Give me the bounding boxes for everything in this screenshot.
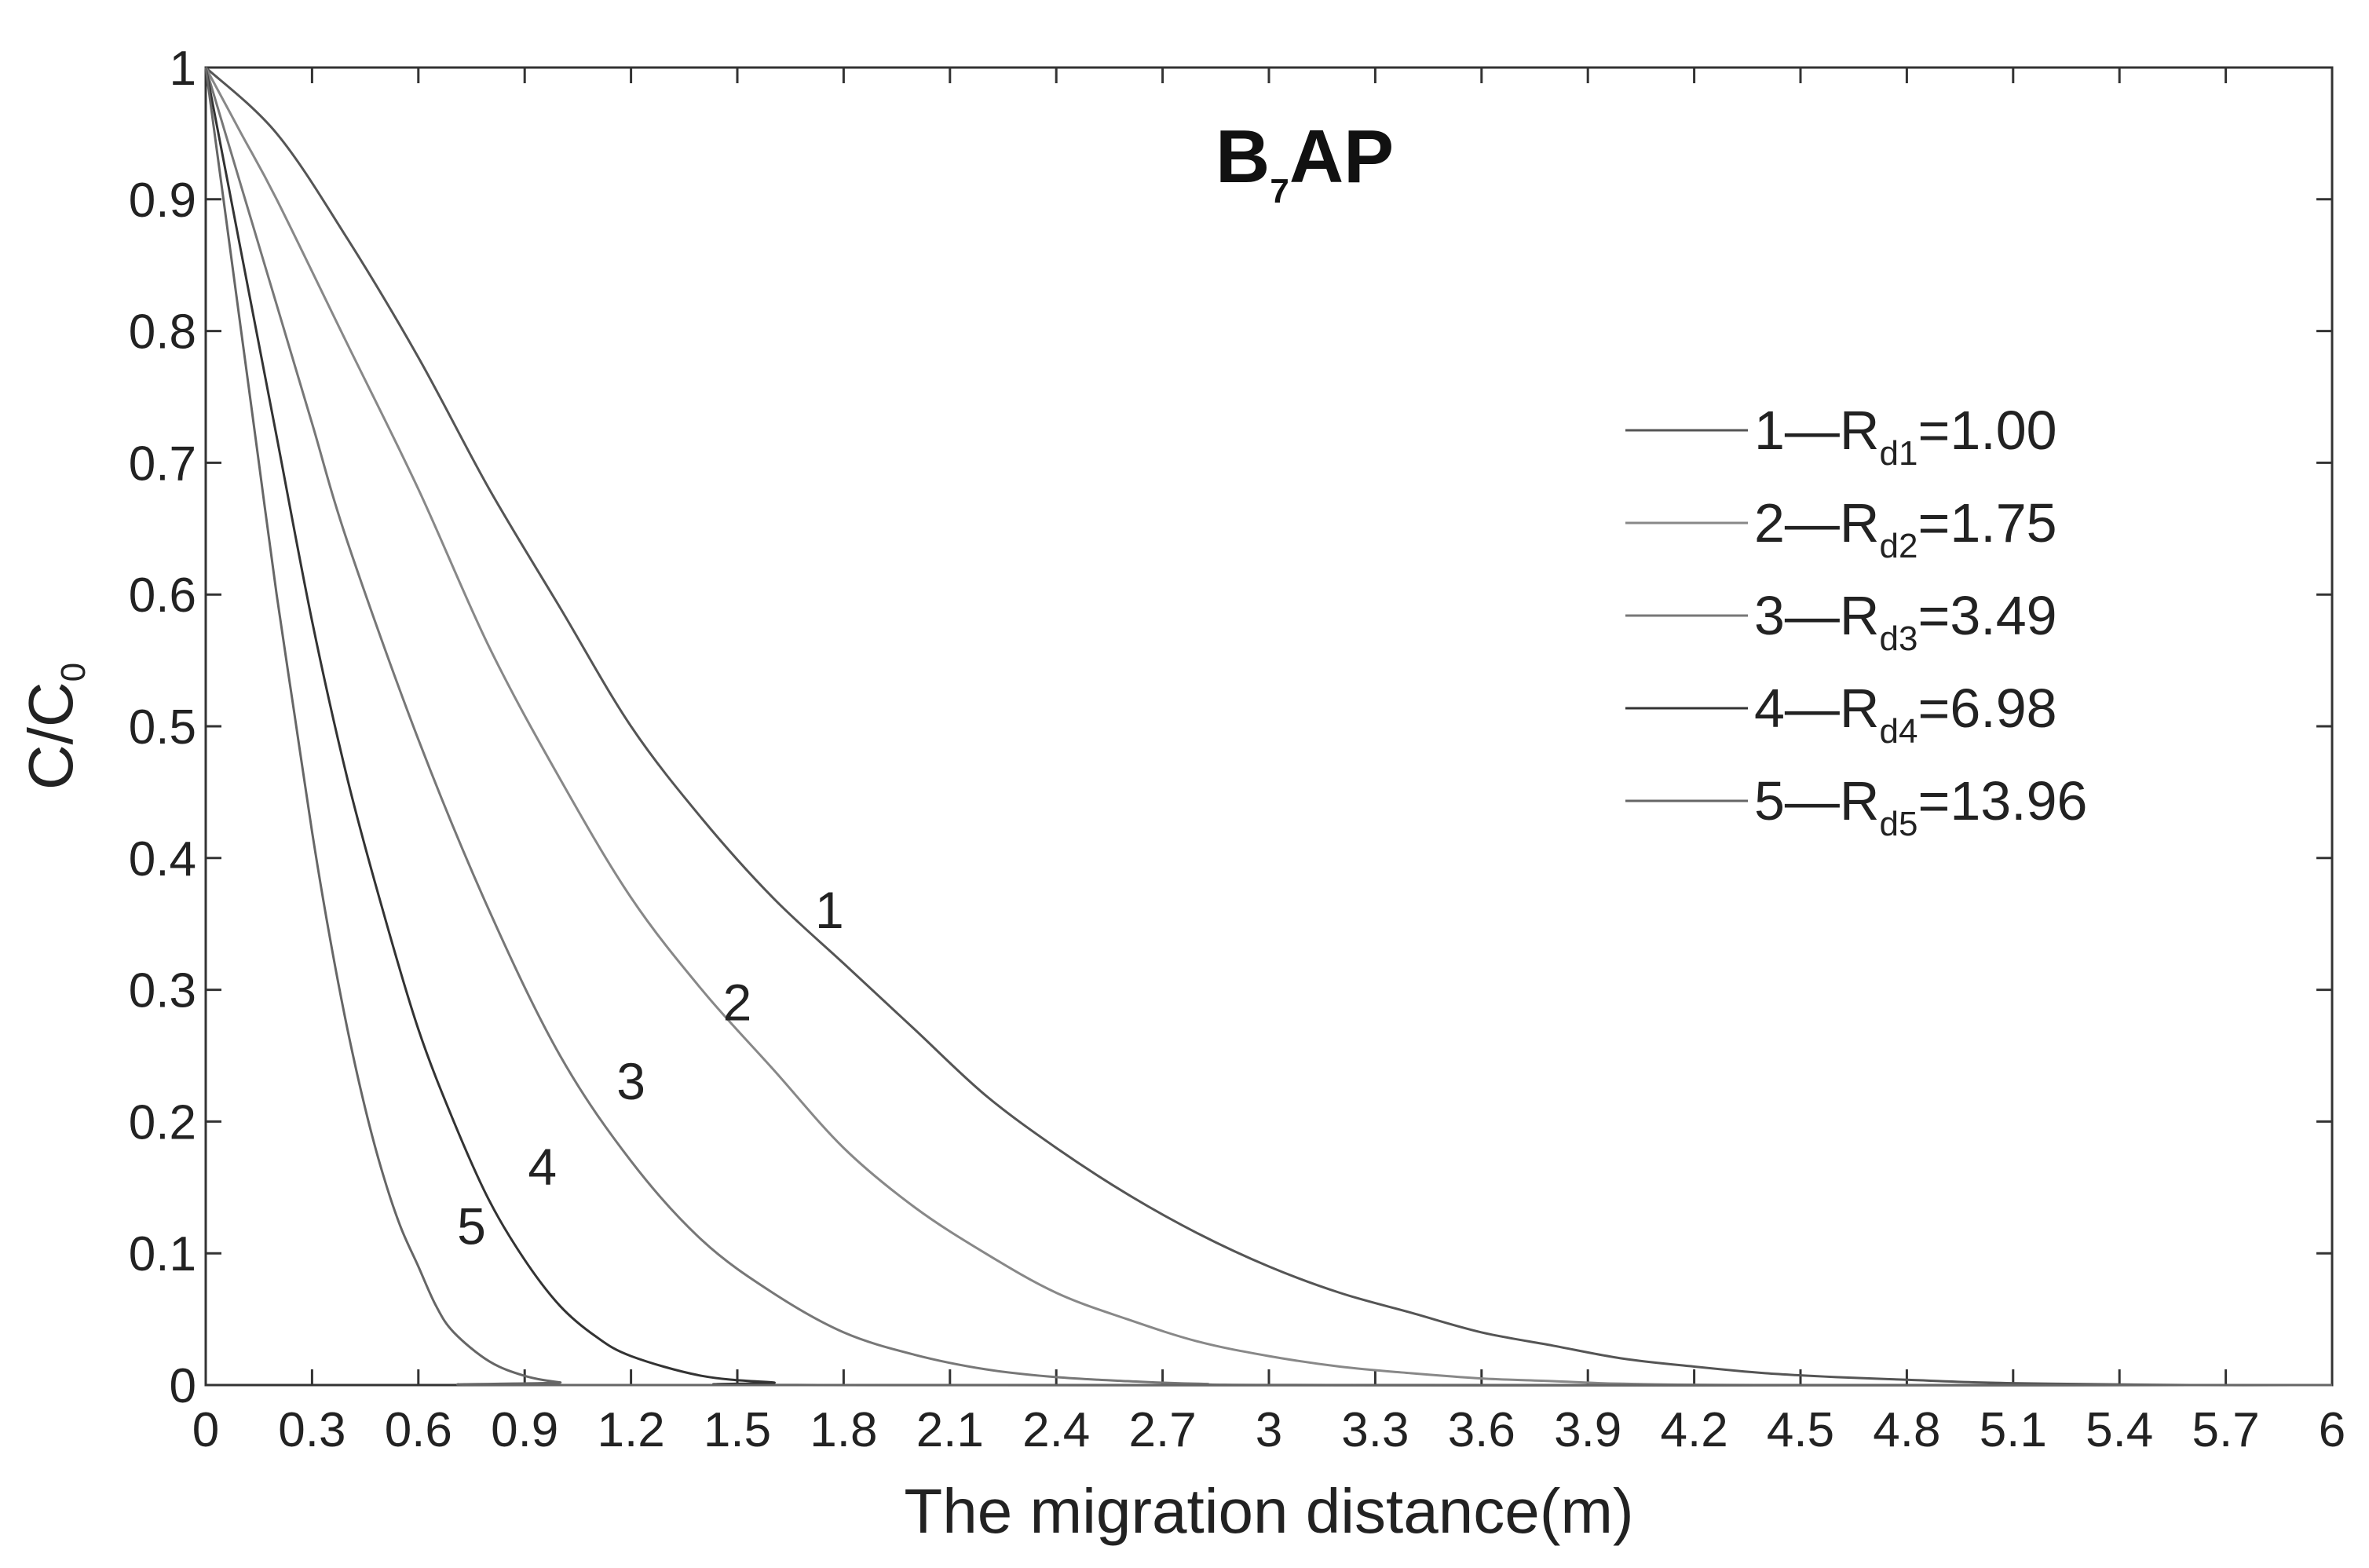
x-tick-label: 3 [1256,1403,1282,1457]
x-tick-label: 0 [192,1403,219,1457]
curves [204,66,2333,1387]
x-tick-label: 1.5 [704,1403,771,1457]
x-tick-label: 0.6 [385,1403,452,1457]
legend-sub: d5 [1879,805,1918,843]
chart-title: B7AP [1216,115,1394,210]
series-line-2 [204,67,2333,1387]
legend-prefix: 1—R [1754,400,1879,461]
y-tick-label: 1 [170,42,196,96]
curve-labels: 1 2 3 45 [457,881,844,1255]
x-tick-label: 5.7 [2192,1403,2259,1457]
x-tick-label: 3.9 [1554,1403,1621,1457]
x-axis-ticks: 0 0.3 0.6 0.9 1.2 1.5 1.8 2.1 2.4 2.7 3 3.3 3.6 3.9 4.… [192,68,2345,1457]
x-axis-title: The migration distance(m) [904,1476,1633,1546]
y-tick-label: 0.7 [129,437,196,491]
x-tick-label: 2.7 [1128,1403,1196,1457]
y-axis-ticks: 0 0.1 0.2 0.3 0.4 0.5 0.6 0.7 0.8 0.9 1 [129,42,2332,1413]
x-tick-label: 1.8 [810,1403,877,1457]
y-axis-title-sub: 0 [54,663,93,682]
x-tick-label: 5.1 [1980,1403,2047,1457]
x-tick-label: 6 [2319,1403,2345,1457]
legend-sub: d2 [1879,527,1918,565]
legend-sub: d4 [1879,712,1918,751]
legend-value: =3.49 [1918,585,2056,646]
legend-entry-2: 2—Rd2=1.75 [1754,492,2057,565]
curve-label-1: 1 [815,881,844,939]
legend-entry-1: 1—Rd1=1.00 [1754,400,2057,473]
y-tick-label: 0.5 [129,700,196,755]
chart-title-rest: AP [1289,115,1394,199]
legend-value: =1.75 [1918,492,2056,554]
legend-prefix: 5—R [1754,770,1879,832]
legend-value: =13.96 [1918,770,2087,832]
series-line-1 [204,66,2333,1387]
series-line-5 [204,67,2333,1387]
x-tick-label: 4.5 [1767,1403,1834,1457]
legend-sub: d1 [1879,434,1918,473]
legend-entry-5: 5—Rd5=13.96 [1754,770,2088,843]
legend-prefix: 3—R [1754,585,1879,646]
legend-prefix: 2—R [1754,492,1879,554]
y-tick-label: 0 [170,1359,196,1413]
y-tick-label: 0.6 [129,568,196,623]
x-tick-label: 2.1 [916,1403,984,1457]
y-tick-label: 0.3 [129,964,196,1018]
curve-label-2: 2 [723,973,752,1031]
y-tick-label: 0.1 [129,1227,196,1281]
x-tick-label: 2.4 [1022,1403,1090,1457]
legend-entry-3: 3—Rd3=3.49 [1754,585,2057,658]
curve-label-4: 4 [528,1138,557,1196]
legend-value: =6.98 [1918,678,2056,739]
y-tick-label: 0.8 [129,305,196,360]
x-tick-label: 4.8 [1873,1403,1940,1457]
y-axis-title-main: C/C [16,682,86,790]
x-tick-label: 0.9 [491,1403,558,1457]
x-tick-label: 0.3 [278,1403,345,1457]
legend-sub: d3 [1879,620,1918,658]
curve-label-3: 3 [616,1052,645,1110]
legend-entry-4: 4—Rd4=6.98 [1754,678,2057,751]
legend: 1—Rd1=1.00 2—Rd2=1.75 3—Rd3=3.49 4—Rd4=6.98… [1625,400,2088,843]
chart-title-sub: 7 [1270,172,1289,210]
x-tick-label: 1.2 [597,1403,664,1457]
x-tick-label: 3.3 [1341,1403,1409,1457]
curve-label-5: 5 [457,1197,486,1255]
chart-title-main: B [1216,115,1270,199]
y-tick-label: 0.4 [129,832,196,886]
x-tick-label: 5.4 [2086,1403,2153,1457]
y-tick-label: 0.9 [129,174,196,228]
y-tick-label: 0.2 [129,1095,196,1150]
y-axis-title: C/C0 [16,663,93,790]
legend-value: =1.00 [1918,400,2056,461]
x-tick-label: 4.2 [1660,1403,1727,1457]
x-tick-label: 3.6 [1448,1403,1515,1457]
legend-prefix: 4—R [1754,678,1879,739]
